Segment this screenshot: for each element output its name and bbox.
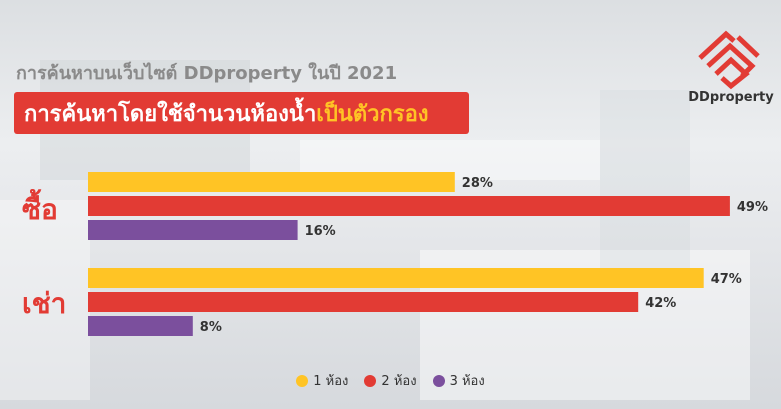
legend-swatch <box>432 374 445 387</box>
bar-rent-series-2 <box>88 292 639 312</box>
bar-value-label: 8% <box>200 320 222 335</box>
background-shape <box>0 200 90 400</box>
bar-rent-series-1 <box>88 268 704 288</box>
chart-title-banner: การค้นหาโดยใช้จำนวนห้องน้ำ เป็นตัวกรอง <box>14 92 469 134</box>
bar-value-label: 42% <box>645 296 676 311</box>
chart-title-main: การค้นหาโดยใช้จำนวนห้องน้ำ <box>24 101 317 127</box>
logo-text: DDproperty <box>688 90 774 105</box>
chart-legend: 1 ห้อง 2 ห้อง 3 ห้อง <box>0 370 781 391</box>
bar-rent-series-3 <box>88 316 193 336</box>
chart-title-accent: เป็นตัวกรอง <box>316 101 429 127</box>
bar-value-label: 49% <box>737 200 768 215</box>
bar-buy-series-2 <box>88 196 730 216</box>
background-shape <box>600 90 690 270</box>
bar-buy-series-1 <box>88 172 455 192</box>
ddproperty-logo: DDproperty <box>688 28 774 112</box>
legend-label: 1 ห้อง <box>313 374 349 389</box>
legend-item: 3 ห้อง <box>432 370 485 391</box>
category-label-buy: ซื้อ <box>22 193 58 226</box>
house-logo-icon <box>698 30 760 90</box>
legend-label: 2 ห้อง <box>381 374 417 389</box>
bar-buy-series-3 <box>88 220 298 240</box>
legend-swatch <box>364 374 377 387</box>
bar-value-label: 28% <box>462 176 493 191</box>
legend-item: 2 ห้อง <box>364 370 417 391</box>
bar-value-label: 47% <box>711 272 742 287</box>
category-label-rent: เช่า <box>22 287 67 320</box>
legend-label: 3 ห้อง <box>449 374 485 389</box>
legend-item: 1 ห้อง <box>296 370 348 391</box>
chart-subtitle: การค้นหาบนเว็บไซต์ DDproperty ในปี 2021 <box>16 63 398 84</box>
legend-swatch <box>296 374 309 387</box>
bar-value-label: 16% <box>305 224 336 239</box>
